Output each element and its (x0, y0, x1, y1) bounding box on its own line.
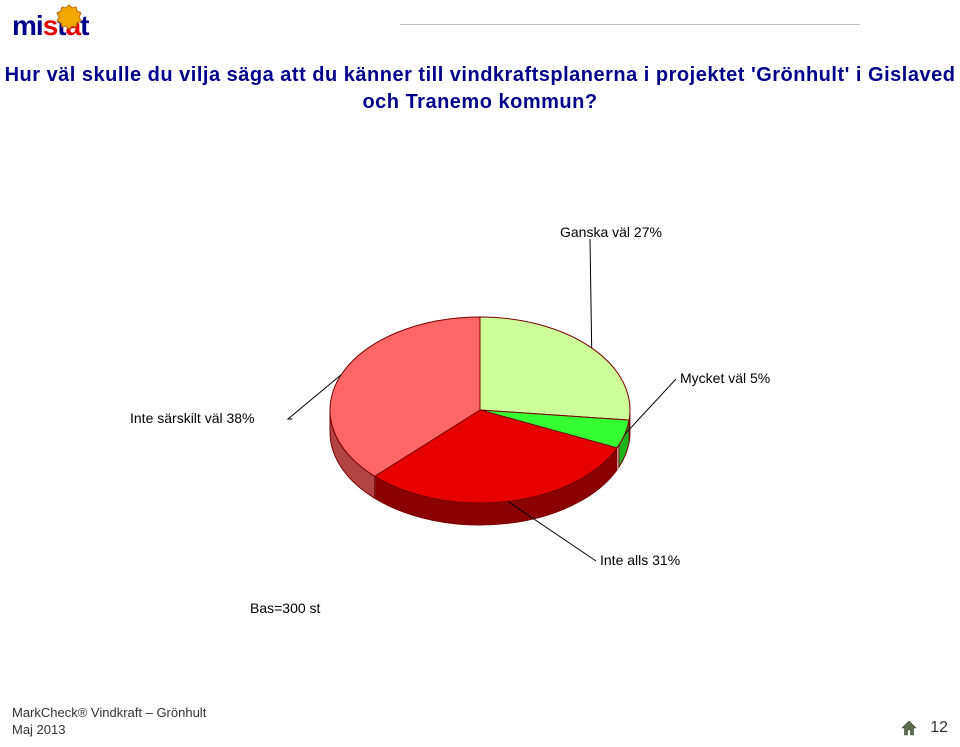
footer-text: MarkCheck® Vindkraft – Grönhult Maj 2013 (12, 705, 206, 739)
chart-base-text: Bas=300 st (250, 600, 320, 616)
pie-chart-svg (310, 280, 650, 560)
footer-line2: Maj 2013 (12, 722, 65, 737)
chart-slice-label: Ganska väl 27% (560, 224, 662, 240)
page-title: Hur väl skulle du vilja säga att du känn… (0, 62, 960, 116)
footer-home-icon (900, 719, 918, 737)
pie-chart: Ganska väl 27% Mycket väl 5% Inte alls 31%… (0, 200, 960, 630)
chart-slice-label: Inte särskilt väl 38% (130, 410, 255, 426)
logo-letter: m (12, 10, 36, 41)
footer-line1: MarkCheck® Vindkraft – Grönhult (12, 705, 206, 720)
chart-slice-label: Inte alls 31% (600, 552, 680, 568)
logo-badge-icon (56, 4, 82, 30)
chart-slice-label: Mycket väl 5% (680, 370, 770, 386)
logo-letter: i (36, 10, 43, 41)
header-rule (400, 24, 860, 25)
page-number: 12 (930, 719, 948, 737)
